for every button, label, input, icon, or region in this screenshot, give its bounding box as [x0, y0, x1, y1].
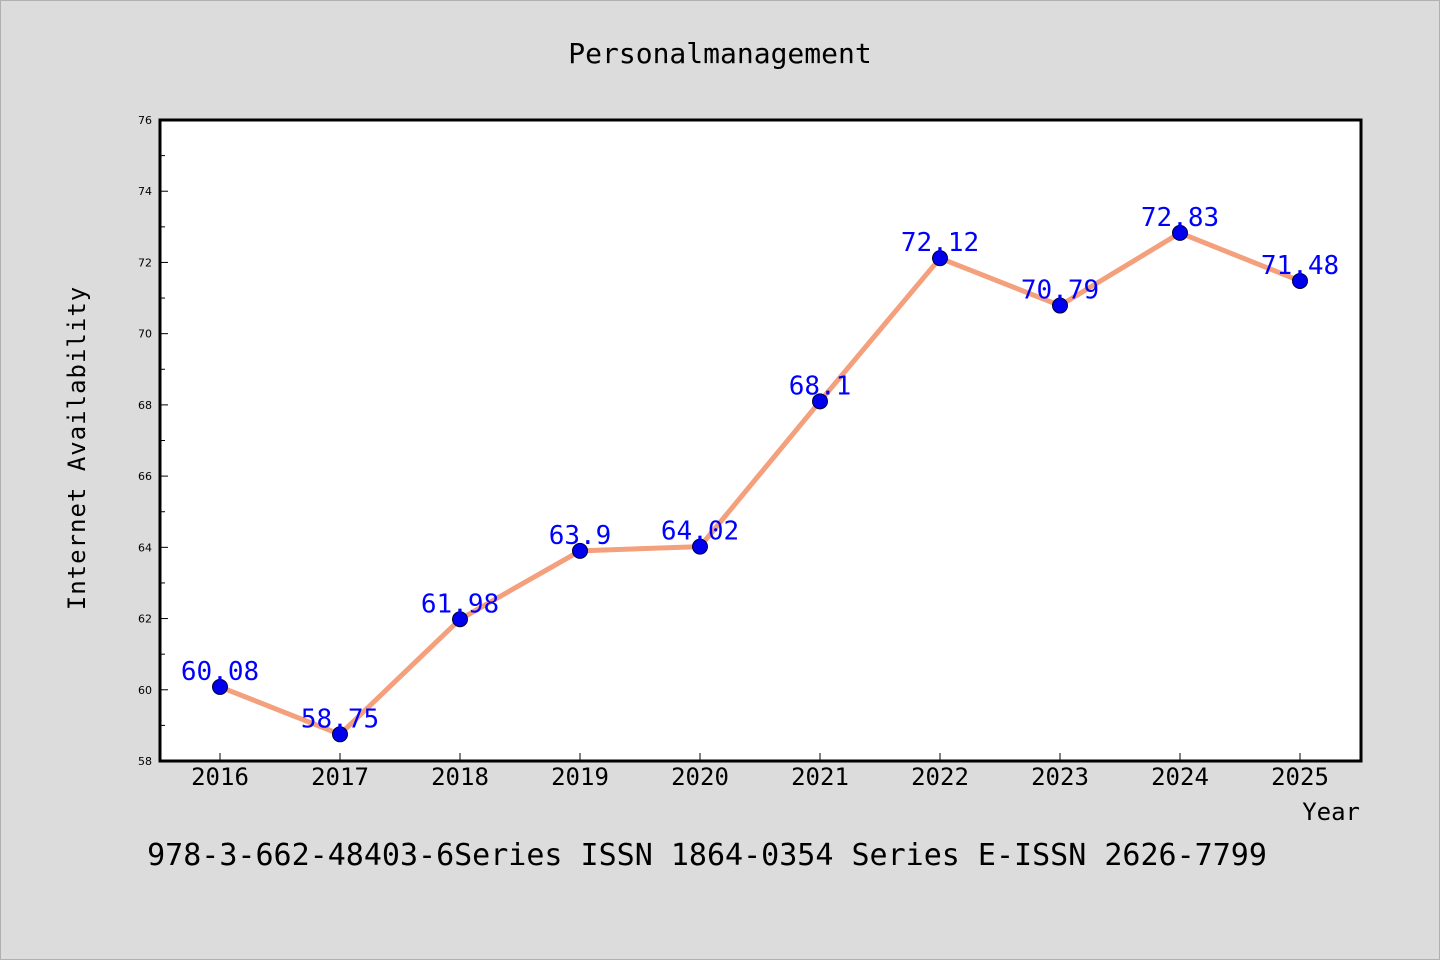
y-tick-label: 70	[138, 328, 152, 341]
data-point	[1172, 224, 1188, 241]
data-label: 71.48	[1261, 251, 1339, 281]
x-tick-label: 2017	[311, 763, 369, 791]
y-tick-label: 64	[138, 541, 152, 554]
x-tick-label: 2021	[791, 763, 849, 791]
x-tick-label: 2023	[1031, 763, 1089, 791]
x-tick-label: 2022	[911, 763, 969, 791]
data-point	[1292, 272, 1308, 289]
data-labels: 60.08 58.75 61.98 63.9 64.02 68.1 72.12 70.79 72…	[181, 203, 1339, 734]
data-label: 61.98	[421, 589, 499, 619]
footer-text: 978-3-662-48403-6Series ISSN 1864-0354 S…	[147, 838, 1267, 873]
data-label: 70.79	[1021, 276, 1099, 306]
plot-area	[158, 118, 1363, 763]
data-label: 58.75	[301, 704, 379, 734]
data-label: 68.1	[789, 371, 852, 401]
data-point	[1052, 297, 1068, 314]
x-tick-label: 2024	[1151, 763, 1209, 791]
x-tick-label: 2018	[431, 763, 489, 791]
x-tick-label: 2019	[551, 763, 609, 791]
data-point	[572, 542, 588, 559]
x-tick-label: 2025	[1271, 763, 1329, 791]
y-tick-label: 62	[138, 613, 152, 626]
y-tick-label: 60	[138, 684, 152, 697]
data-point	[932, 250, 948, 267]
data-label: 72.83	[1141, 203, 1219, 233]
series-markers	[212, 224, 1308, 743]
chart-title: Personalmanagement	[568, 37, 871, 70]
y-tick-label: 76	[138, 114, 152, 127]
y-tick-label: 58	[138, 755, 152, 768]
x-axis-label: Year	[1302, 798, 1360, 826]
data-point	[332, 726, 348, 743]
y-axis: 58 60 62 64 66 68 70 72 74 76	[138, 114, 168, 768]
data-point	[692, 538, 708, 555]
data-point	[452, 611, 468, 628]
y-tick-label: 68	[138, 399, 152, 412]
data-point	[812, 393, 828, 410]
data-label: 60.08	[181, 657, 259, 687]
x-tick-label: 2020	[671, 763, 729, 791]
data-label: 64.02	[661, 517, 739, 547]
y-tick-label: 66	[138, 470, 152, 483]
data-label: 72.12	[901, 228, 979, 258]
series-line	[217, 230, 1303, 737]
y-axis-label: Internet Availability	[63, 286, 91, 610]
data-point	[212, 678, 228, 695]
x-tick-label: 2016	[191, 763, 249, 791]
x-axis: 2016 2017 2018 2019 2020 2021 2022 2023 2024 2025	[191, 753, 1329, 791]
y-tick-label: 72	[138, 256, 152, 269]
y-tick-label: 74	[138, 185, 152, 198]
data-label: 63.9	[549, 521, 612, 551]
